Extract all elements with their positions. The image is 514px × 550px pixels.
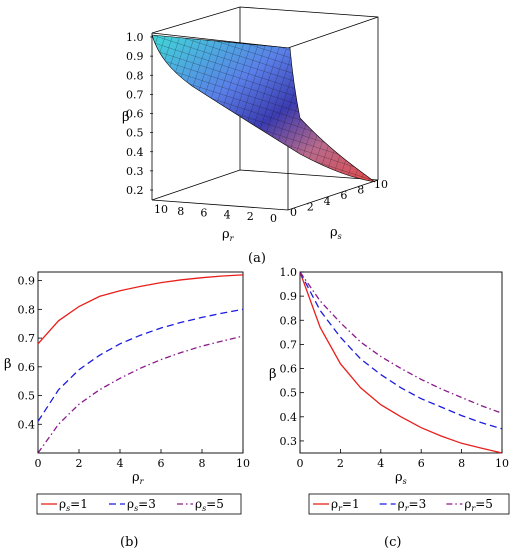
series-line-2 — [37, 308, 244, 422]
x-tick-label-a: 10 — [154, 203, 168, 216]
z-tick-label: 0.3 — [126, 165, 144, 178]
legend-frame — [36, 493, 242, 515]
y-tick-label: 0.4 — [280, 411, 298, 424]
y-tick-label: 0.8 — [18, 303, 36, 316]
series-line-3 — [299, 271, 503, 414]
series-line-2 — [299, 271, 503, 430]
y-tick-label: 0.6 — [280, 363, 298, 376]
y-tick-label: 0.5 — [18, 390, 36, 403]
y-tick-labels-c: 0.3 0.4 0.5 0.6 0.7 0.8 0.9 1.0 — [280, 266, 304, 448]
series-group-c — [299, 271, 503, 454]
z-tick-label: 0.9 — [126, 50, 144, 63]
panel-label-a: (a) — [248, 251, 266, 266]
panel-label-c: (c) — [384, 535, 401, 550]
x-tick-label: 4 — [117, 457, 124, 470]
x-tick-label-a: 2 — [247, 210, 254, 223]
plot-frame-b — [37, 271, 244, 454]
x-tick-label: 0 — [297, 457, 304, 470]
x-tick-label-a: 8 — [177, 205, 184, 218]
y-tick-label-a: 4 — [324, 195, 331, 208]
x-tick-label: 2 — [76, 457, 83, 470]
y-tick-label: 0.4 — [18, 418, 36, 431]
series-line-1 — [37, 274, 244, 345]
x-tick-label: 8 — [458, 457, 465, 470]
z-tick-label: 0.8 — [126, 69, 144, 82]
line-chart-b: 0 2 4 6 8 10 0.4 0.5 0.6 0.7 0.8 0.9 β ρr ρs=1 ρs=3… — [4, 271, 250, 550]
series-line-3 — [37, 335, 244, 454]
z-tick-label: 0.6 — [126, 108, 144, 121]
z-axis-label: β — [122, 110, 130, 125]
x-axis-label-b: ρr — [132, 470, 145, 486]
y-tick-label: 0.8 — [280, 314, 298, 327]
y-tick-label: 0.7 — [18, 332, 36, 345]
surface-plot-a: 1.00.90.80.70.60.50.40.30.2 β 10 8 6 4 2 0 ρr… — [122, 6, 388, 266]
x-tick-label: 4 — [377, 457, 384, 470]
z-tick-label: 1.0 — [126, 31, 144, 44]
panel-label-b: (b) — [120, 535, 138, 550]
legend-frame — [308, 493, 510, 515]
z-tick-labels: 1.0 0.9 0.8 0.7 0.6 0.5 0.4 0.3 0.2 — [126, 31, 153, 197]
y-tick-label-a: 10 — [374, 178, 388, 191]
y-tick-label-a: 2 — [307, 200, 314, 213]
x-axis-label-c: ρs — [395, 470, 407, 486]
y-tick-label: 0.6 — [18, 361, 36, 374]
y-tick-label: 0.3 — [280, 435, 298, 448]
series-line-1 — [299, 271, 503, 454]
x-tick-label: 6 — [158, 457, 165, 470]
x-tick-label: 10 — [495, 457, 509, 470]
legend-label-1: ρs=1 — [59, 497, 88, 513]
y-tick-labels-b: 0.4 0.5 0.6 0.7 0.8 0.9 — [18, 275, 42, 431]
legend-label-3: ρs=5 — [195, 497, 224, 513]
legend-b: ρs=1 ρs=3 ρs=5 — [36, 493, 242, 515]
line-chart-c: 0 2 4 6 8 10 0.3 0.4 0.5 0.6 0.7 0.8 0.9 1.0 β ρs ρr… — [269, 266, 510, 550]
y-axis-label-b: β — [4, 357, 12, 372]
y-tick-labels-a: 0 2 4 6 8 10 — [290, 178, 388, 219]
x-tick-label-a: 6 — [200, 207, 207, 220]
z-tick-label: 0.4 — [126, 146, 144, 159]
y-tick-label: 0.9 — [280, 290, 298, 303]
y-axis-label-a: ρs — [330, 225, 342, 241]
y-tick-label: 1.0 — [280, 266, 298, 279]
z-tick-label: 0.7 — [126, 88, 144, 101]
y-tick-label: 0.5 — [280, 387, 298, 400]
x-tick-label: 10 — [236, 457, 250, 470]
y-axis-label-c: β — [269, 367, 277, 382]
series-group-b — [37, 274, 244, 454]
y-tick-label-a: 8 — [357, 184, 364, 197]
x-tick-label-a: 4 — [224, 208, 231, 221]
x-tick-label: 6 — [418, 457, 425, 470]
x-tick-label: 2 — [337, 457, 344, 470]
x-tick-label: 8 — [199, 457, 206, 470]
legend-label-2: ρr=3 — [398, 497, 427, 513]
z-tick-label: 0.2 — [126, 184, 144, 197]
x-tick-labels-c: 0 2 4 6 8 10 — [297, 449, 509, 470]
x-tick-label-a: 0 — [270, 212, 277, 225]
surface-mesh — [151, 34, 376, 183]
legend-label-1: ρr=1 — [331, 497, 360, 513]
z-tick-label: 0.5 — [126, 127, 144, 140]
x-tick-labels-a: 10 8 6 4 2 0 — [154, 203, 277, 225]
plot-frame-c — [299, 271, 503, 454]
legend-label-3: ρr=5 — [464, 497, 493, 513]
y-tick-label: 0.7 — [280, 338, 298, 351]
y-tick-label-a: 6 — [340, 189, 347, 202]
y-tick-label-a: 0 — [290, 206, 297, 219]
x-axis-label-a: ρr — [222, 227, 235, 243]
x-tick-labels-b: 0 2 4 6 8 10 — [35, 449, 250, 470]
x-tick-label: 0 — [35, 457, 42, 470]
y-tick-label: 0.9 — [18, 275, 36, 288]
legend-c: ρr=1 ρr=3 ρr=5 — [308, 493, 510, 515]
legend-label-2: ρs=3 — [127, 497, 156, 513]
